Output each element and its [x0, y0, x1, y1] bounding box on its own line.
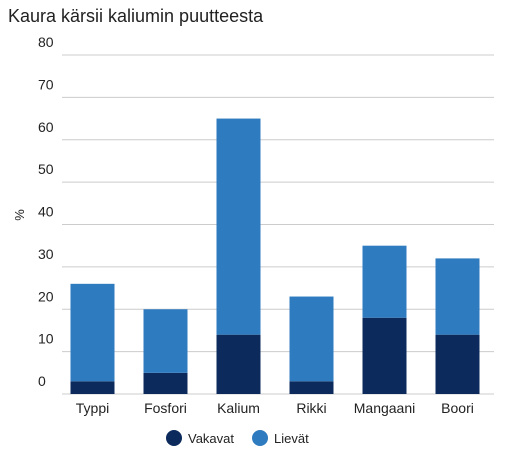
bar-segment	[435, 258, 480, 335]
bar-segment	[143, 372, 188, 394]
x-tick-label: Boori	[441, 400, 474, 416]
x-tick-label: Mangaani	[354, 400, 416, 416]
x-tick-label: Typpi	[76, 400, 109, 416]
y-tick-label: 30	[38, 246, 54, 262]
y-tick-label: 40	[38, 204, 54, 220]
chart-title: Kaura kärsii kaliumin puutteesta	[8, 6, 264, 26]
bar-segment	[362, 245, 407, 318]
legend-marker	[166, 430, 182, 446]
bar-segment	[216, 334, 261, 394]
y-tick-label: 50	[38, 161, 54, 177]
bar-segment	[289, 296, 334, 382]
legend-marker	[252, 430, 269, 446]
bar-segment	[362, 317, 407, 394]
bar-segment	[289, 381, 334, 394]
bar-segment	[70, 283, 115, 382]
bar-segment	[143, 309, 188, 373]
bar-segment	[435, 334, 480, 394]
y-tick-label: 20	[38, 288, 54, 304]
x-tick-label: Kalium	[217, 400, 260, 416]
x-tick-label: Rikki	[296, 400, 326, 416]
y-tick-label: 10	[38, 331, 54, 347]
y-tick-label: 0	[38, 373, 46, 389]
y-axis-label: %	[12, 209, 27, 221]
y-tick-label: 70	[38, 76, 54, 92]
bar-segment	[216, 118, 261, 335]
y-tick-label: 60	[38, 119, 54, 135]
bar-segment	[70, 381, 115, 394]
legend-label: Lievät	[274, 431, 309, 446]
x-tick-label: Fosfori	[144, 400, 187, 416]
y-tick-label: 80	[38, 34, 54, 50]
legend-label: Vakavat	[188, 431, 234, 446]
